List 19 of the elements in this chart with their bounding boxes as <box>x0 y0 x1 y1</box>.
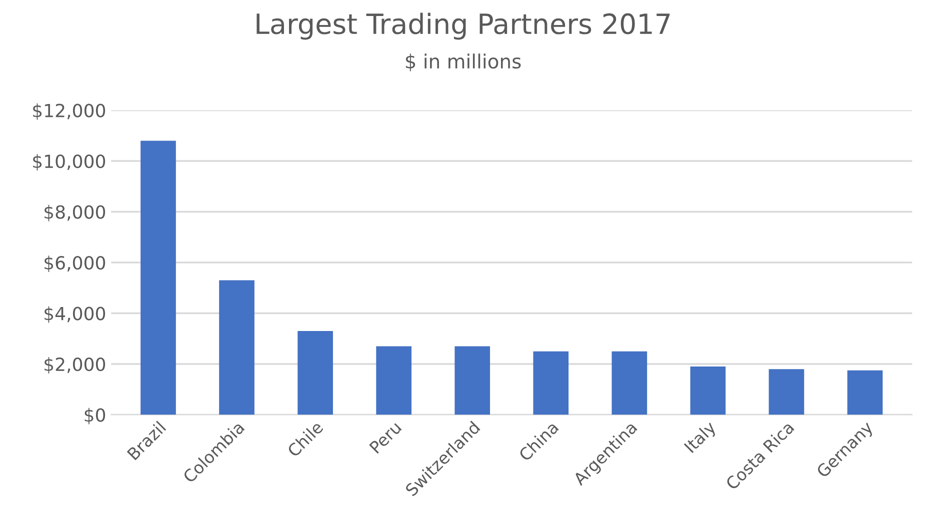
bar <box>533 351 569 415</box>
bar <box>219 280 254 415</box>
chart-title: Largest Trading Partners 2017 <box>256 12 670 40</box>
y-tick-label: $8,000 <box>44 204 106 222</box>
bar <box>768 369 804 415</box>
y-tick-label: $6,000 <box>44 256 106 272</box>
bar <box>376 346 412 415</box>
bar <box>690 366 726 415</box>
y-tick-label: $12,000 <box>33 103 106 120</box>
bar <box>612 351 648 415</box>
y-tick-label: $2,000 <box>44 357 106 374</box>
y-tick-label: $10,000 <box>33 154 106 171</box>
bar <box>847 370 883 415</box>
bar <box>298 331 333 415</box>
bar <box>140 140 176 415</box>
chart-subtitle: $ in millions <box>406 54 521 72</box>
y-tick-label: $0 <box>84 408 106 424</box>
bar <box>454 346 490 415</box>
y-tick-label: $4,000 <box>44 306 106 323</box>
